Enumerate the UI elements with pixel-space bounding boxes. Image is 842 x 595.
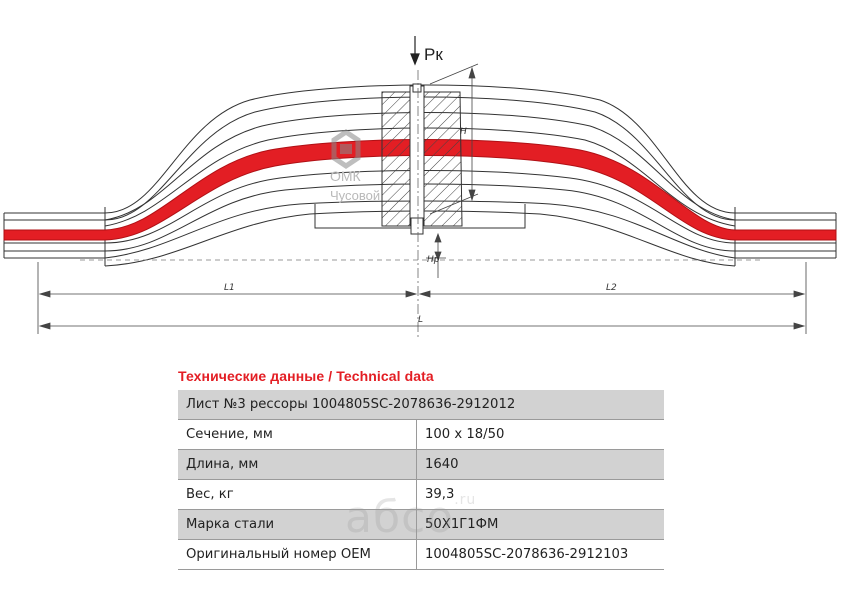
- logo-city-text: Чусовой: [330, 188, 380, 203]
- row-value: 39,3: [416, 479, 664, 510]
- force-arrow: [410, 36, 420, 66]
- table-row: Длина, мм 1640: [178, 449, 664, 480]
- row-label: Вес, кг: [178, 479, 417, 510]
- row-label: Оригинальный номер OEM: [178, 539, 417, 570]
- highlighted-leaf-3: [3, 139, 837, 241]
- leaf-1-top: [4, 84, 836, 214]
- row-value: 50Х1Г1ФМ: [416, 509, 664, 540]
- center-clamp: [381, 83, 463, 235]
- watermark-text: абсо: [345, 492, 455, 543]
- row-label: Длина, мм: [178, 449, 417, 480]
- table-row: Сечение, мм 100 x 18/50: [178, 419, 664, 450]
- table-row: Оригинальный номер OEM 1004805SC-2078636…: [178, 539, 664, 570]
- row-label: Марка стали: [178, 509, 417, 540]
- row-value: 100 x 18/50: [416, 419, 664, 450]
- spec-header-cell: Лист №3 рессоры 1004805SC-2078636-291201…: [178, 390, 664, 420]
- row-label: Сечение, мм: [178, 419, 417, 450]
- table-row: Вес, кг 39,3: [178, 479, 664, 510]
- omk-logo: [331, 128, 361, 170]
- dim-l1-label: L1: [224, 283, 235, 293]
- row-value: 1004805SC-2078636-2912103: [416, 539, 664, 570]
- watermark: абсо.ru: [345, 492, 476, 543]
- dim-l2-label: L2: [606, 283, 617, 293]
- spec-table: Лист №3 рессоры 1004805SC-2078636-291201…: [178, 390, 664, 570]
- logo-omk-text: ОМК: [330, 168, 362, 184]
- spec-title: Технические данные / Technical data: [178, 368, 434, 384]
- spec-header-row: Лист №3 рессоры 1004805SC-2078636-291201…: [178, 390, 664, 420]
- leaf-spring-drawing: Pк H Hp L1 L2 L ОМК Чус: [3, 36, 837, 340]
- length-dimensions: [37, 262, 807, 334]
- camber-dimension: [426, 232, 446, 278]
- row-value: 1640: [416, 449, 664, 480]
- technical-data: Технические данные / Technical data Лист…: [178, 368, 664, 570]
- height-dimension: [429, 63, 479, 215]
- force-label: Pк: [424, 45, 443, 64]
- watermark-suffix: .ru: [454, 492, 477, 508]
- dim-l-label: L: [418, 315, 423, 325]
- camber-label: Hp: [427, 255, 440, 265]
- height-label: H: [460, 127, 467, 137]
- table-row: Марка стали 50Х1Г1ФМ: [178, 509, 664, 540]
